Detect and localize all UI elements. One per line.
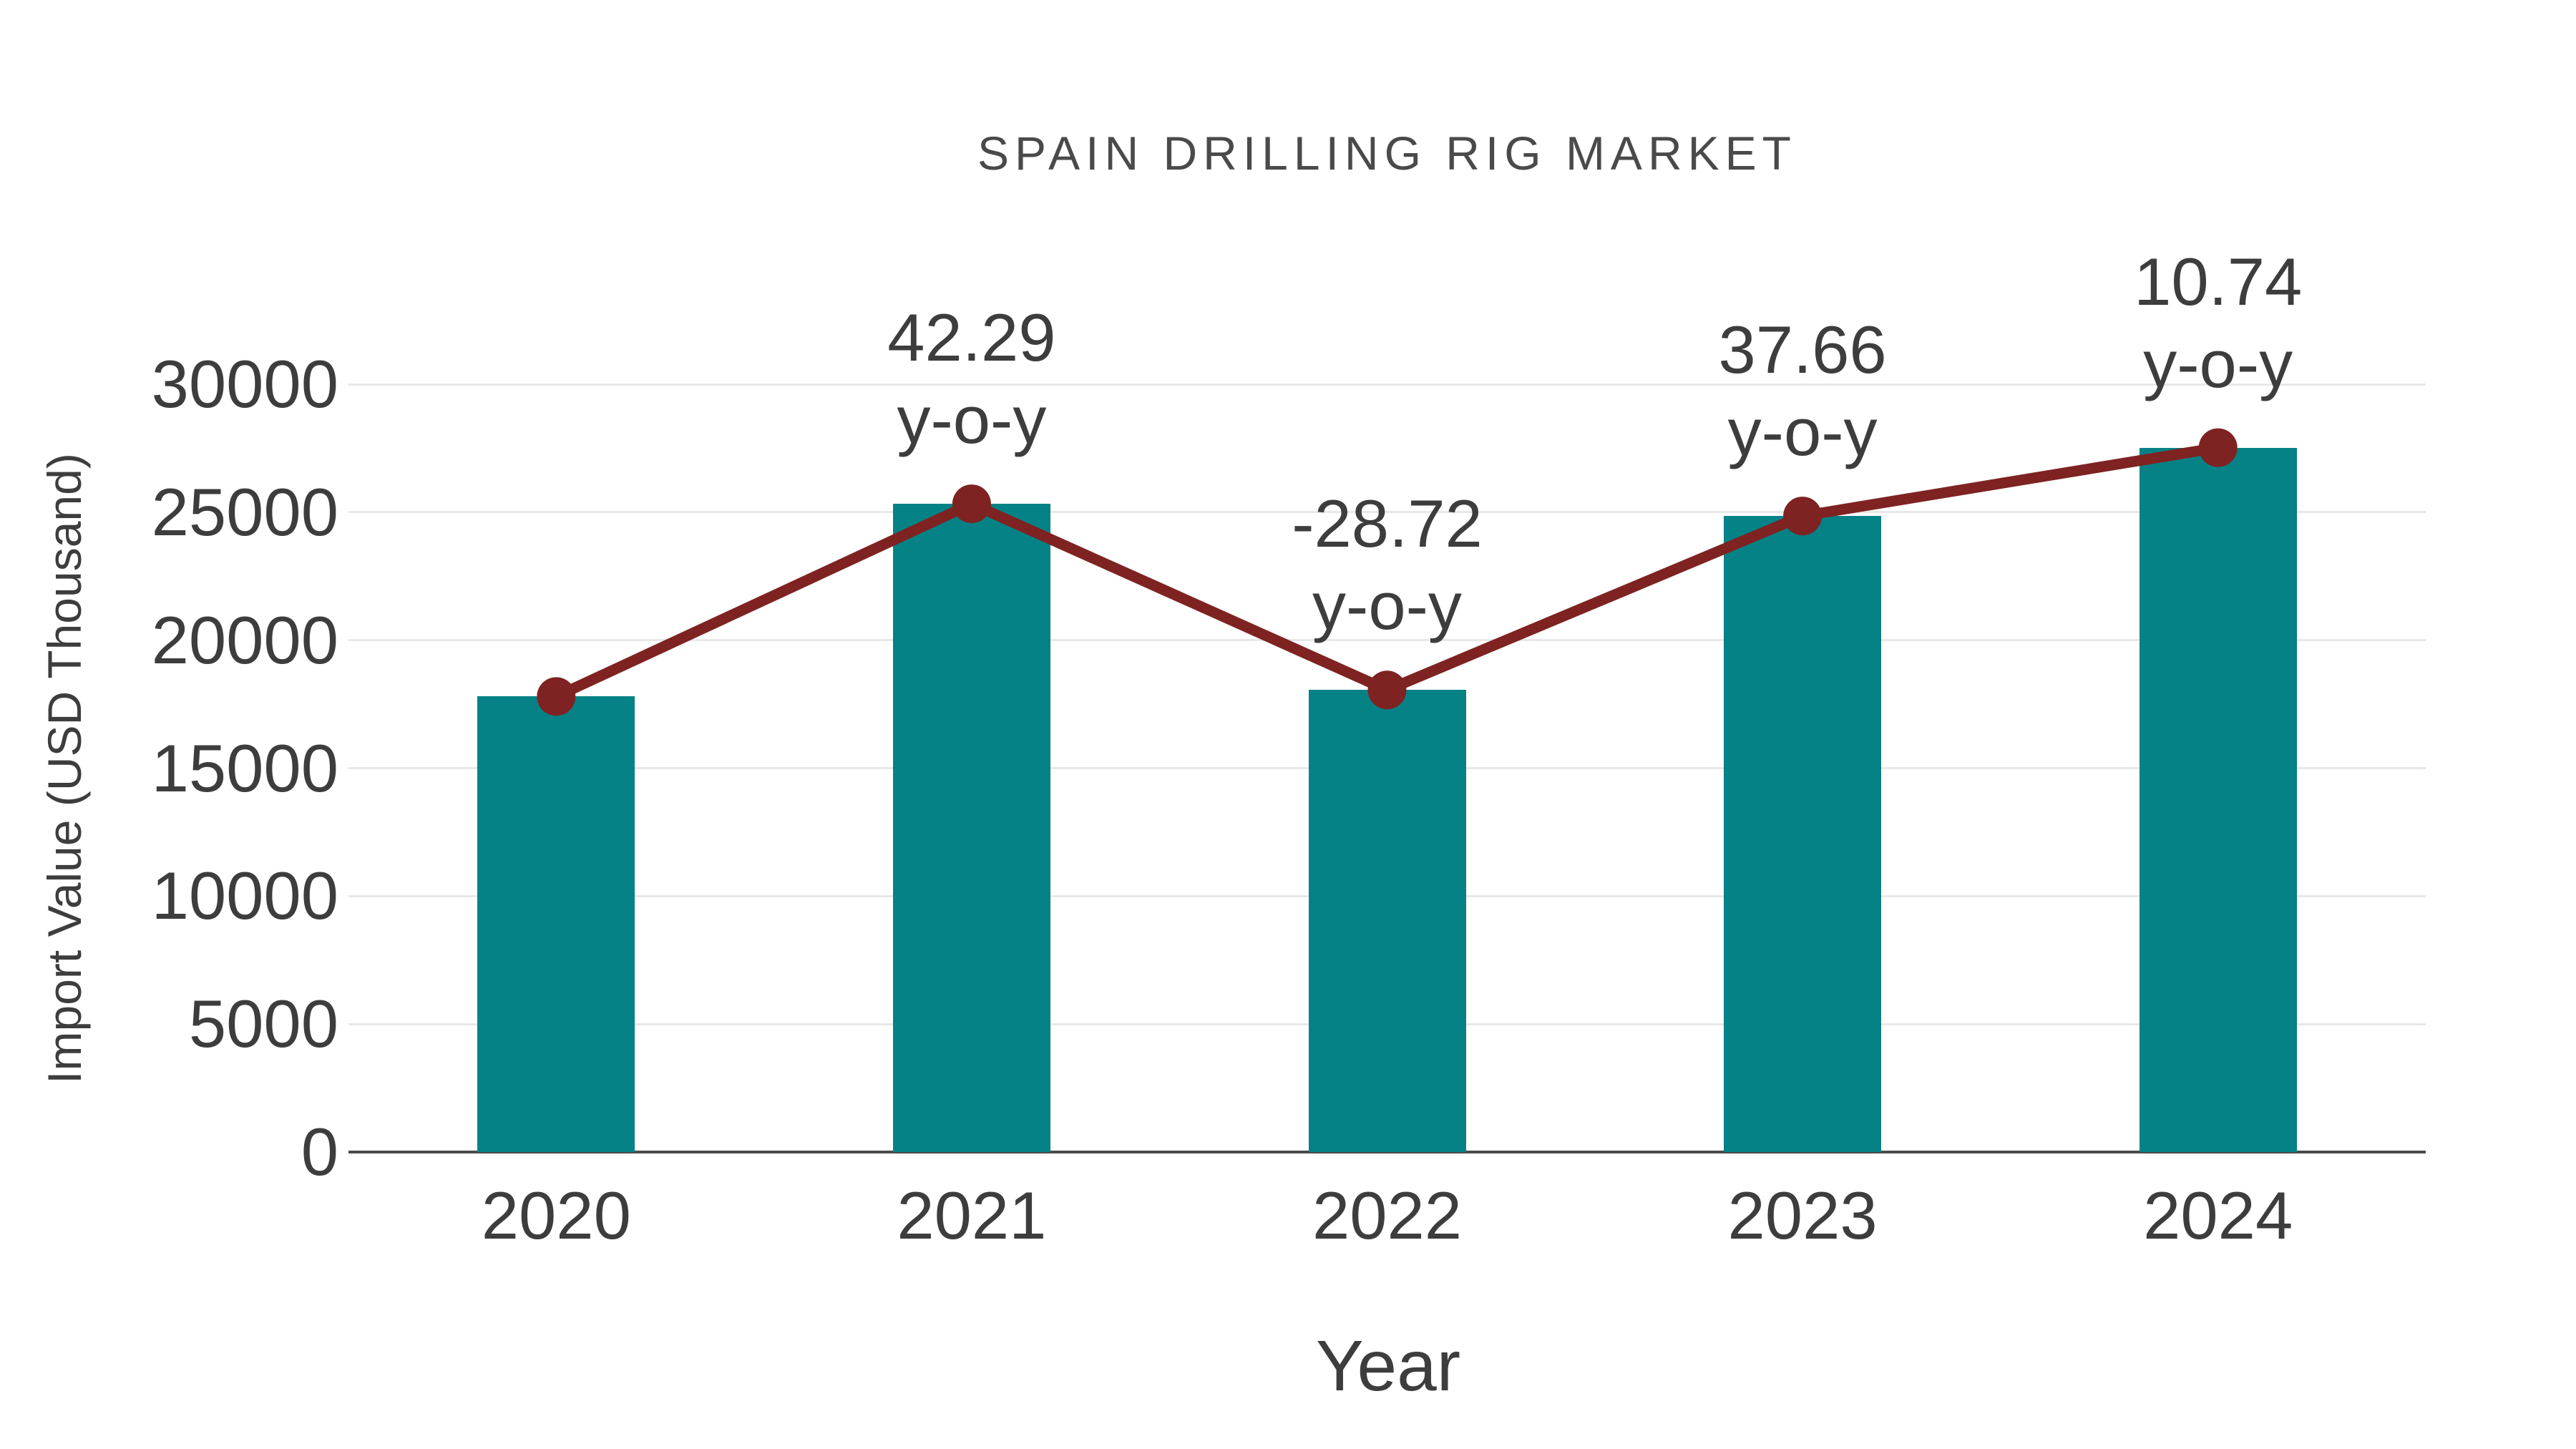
y-tick-label: 25000 [151,474,338,550]
x-axis-title: Year [1315,1326,1461,1406]
yoy-annotation-2024: 10.74 y-o-y [1968,240,2469,405]
gridline [348,383,2426,386]
trend-marker-2023 [1783,497,1823,536]
trend-marker-2021 [952,484,991,524]
yoy-value-2023: 37.66 [1718,312,1887,388]
x-tick-label-2024: 2024 [2143,1178,2293,1253]
bar-2024 [2139,447,2297,1152]
yoy-annotation-2023: 37.66 y-o-y [1552,308,2053,473]
bar-2023 [1724,516,1882,1152]
gridline [348,639,2426,642]
x-tick-label-2020: 2020 [481,1178,631,1253]
bar-2020 [477,696,635,1152]
y-tick-label: 30000 [151,346,338,421]
chart-title: SPAIN DRILLING RIG MARKET [977,127,1797,180]
y-tick-label: 20000 [151,602,338,678]
y-tick-label: 15000 [151,730,338,806]
yoy-suffix-2023: y-o-y [1727,394,1878,470]
yoy-suffix-2024: y-o-y [2143,326,2293,401]
yoy-suffix-2022: y-o-y [1312,568,1462,644]
trend-marker-2022 [1367,670,1407,710]
yoy-suffix-2021: y-o-y [897,382,1047,458]
y-tick-label: 0 [301,1114,338,1189]
y-tick-label: 10000 [151,858,338,934]
x-tick-label-2023: 2023 [1727,1178,1878,1253]
x-tick-label-2022: 2022 [1312,1178,1463,1253]
yoy-annotation-2022: -28.72 y-o-y [1137,482,1638,647]
bar-2021 [892,504,1050,1152]
y-tick-label: 5000 [188,986,338,1062]
trend-marker-2020 [537,677,576,716]
trend-marker-2024 [2198,428,2238,467]
x-axis-line [348,1151,2426,1153]
x-tick-label-2021: 2021 [897,1178,1047,1253]
bar-2022 [1308,690,1466,1152]
yoy-value-2024: 10.74 [2134,243,2303,319]
yoy-value-2022: -28.72 [1292,486,1483,562]
gridline [348,511,2426,514]
yoy-annotation-2021: 42.29 y-o-y [721,296,1222,461]
yoy-value-2021: 42.29 [887,300,1056,376]
